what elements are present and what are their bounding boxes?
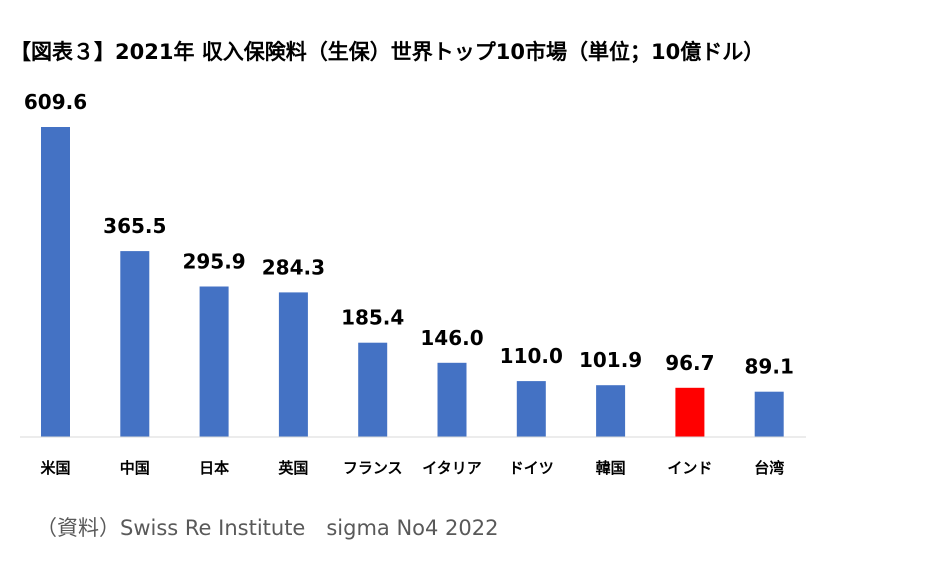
bars-layer — [41, 127, 784, 437]
category-label-4: フランス — [343, 459, 403, 477]
category-labels-layer: 米国 中国 日本 英国 フランス イタリア ドイツ 韓国 インド 台湾 — [40, 459, 784, 477]
category-label-9: 台湾 — [754, 459, 784, 477]
bar-2 — [199, 286, 229, 437]
value-label-6: 110.0 — [500, 344, 563, 368]
value-label-8: 96.7 — [665, 351, 714, 375]
category-label-6: ドイツ — [509, 459, 554, 477]
category-label-5: イタリア — [422, 459, 481, 477]
value-label-4: 185.4 — [341, 306, 404, 330]
category-label-8: インド — [667, 459, 712, 477]
category-label-3: 英国 — [278, 459, 308, 477]
bar-3 — [278, 292, 308, 437]
bar-0 — [41, 127, 70, 437]
chart-title: 【図表３】2021年 収入保険料（生保）世界トップ10市場（単位；10億ドル） — [10, 40, 765, 64]
category-label-2: 日本 — [199, 459, 229, 477]
bar-5 — [437, 362, 467, 437]
bar-9 — [754, 391, 784, 437]
bar-1 — [120, 251, 150, 437]
value-label-3: 284.3 — [262, 255, 325, 279]
value-label-2: 295.9 — [182, 250, 245, 274]
value-label-9: 89.1 — [745, 355, 794, 379]
value-labels-layer: 609.6 365.5 295.9 284.3 185.4 146.0 110.0 101.9… — [24, 90, 794, 379]
category-label-1: 中国 — [120, 459, 150, 477]
value-label-1: 365.5 — [103, 214, 166, 238]
bar-7 — [596, 385, 626, 437]
value-label-5: 146.0 — [420, 326, 483, 350]
value-label-0: 609.6 — [24, 90, 87, 114]
source-note: （資料）Swiss Re Institute sigma No4 2022 — [36, 516, 499, 540]
bar-6 — [516, 381, 546, 437]
category-label-0: 米国 — [40, 459, 70, 477]
category-label-7: 韓国 — [596, 459, 626, 477]
bar-4 — [358, 342, 388, 437]
value-label-7: 101.9 — [579, 348, 642, 372]
bar-8 — [675, 387, 705, 437]
